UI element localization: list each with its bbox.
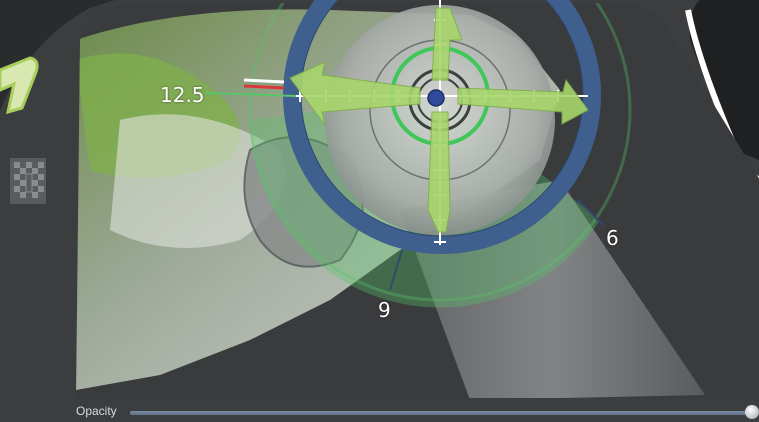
- leader-line-bottom: [389, 249, 403, 291]
- leader-line-right: [577, 199, 605, 227]
- checkerboard-icon[interactable]: [10, 158, 46, 204]
- arrow-right[interactable]: [457, 78, 589, 125]
- leader-line-left: [205, 92, 297, 97]
- angle-label-right: 6: [606, 226, 619, 250]
- arrow-left[interactable]: [289, 61, 421, 126]
- opacity-slider-thumb[interactable]: [745, 405, 759, 419]
- center-handle[interactable]: [427, 89, 445, 107]
- partial-logo-icon: [0, 56, 39, 115]
- angle-label-bottom: 9: [378, 298, 391, 322]
- right-chrome-panel: [689, 0, 759, 160]
- left-chrome-panel: [0, 0, 115, 422]
- socket-recess: [243, 136, 364, 268]
- marker-white: [243, 78, 285, 84]
- arrow-down[interactable]: [427, 111, 451, 233]
- angle-label-left: 12.5: [160, 83, 205, 107]
- arrow-up[interactable]: [431, 7, 463, 81]
- bone-mesh-highlight: [110, 114, 285, 249]
- marker-red: [243, 84, 285, 90]
- opacity-slider-track[interactable]: [130, 411, 752, 415]
- opacity-label: Opacity: [76, 404, 117, 418]
